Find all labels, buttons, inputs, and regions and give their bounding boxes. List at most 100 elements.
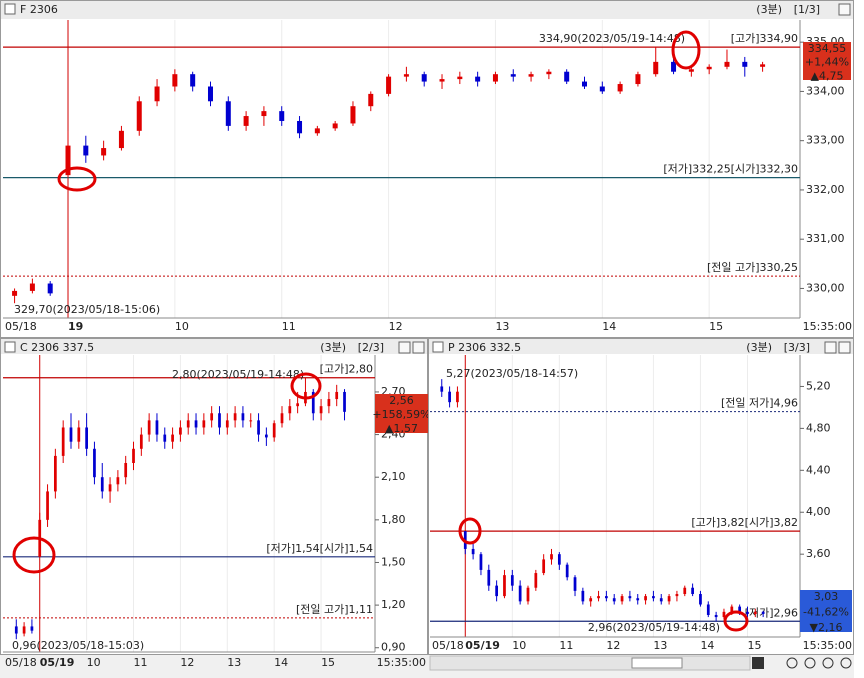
zoom-out-button[interactable] <box>804 657 816 669</box>
scroll-thumb[interactable] <box>631 657 683 669</box>
candle-body <box>147 420 151 435</box>
panel-frame <box>0 0 854 338</box>
candle-body <box>69 427 73 442</box>
candle-body <box>190 74 196 87</box>
last-change: ▲1,57 <box>385 422 418 435</box>
highlight <box>57 166 97 192</box>
candle-body <box>335 391 339 400</box>
candle-body <box>760 64 766 67</box>
candle-body <box>620 596 624 602</box>
candle-body <box>636 598 640 601</box>
candle-body <box>546 71 552 75</box>
candle-body <box>280 413 284 424</box>
x-tick-label: 15 <box>709 320 723 333</box>
panel-interval: (3분) <box>746 341 772 354</box>
candle-body <box>272 423 276 438</box>
level-label: [전일 고가]330,25 <box>707 260 798 274</box>
y-tick-label: 4,80 <box>806 421 831 434</box>
candle-body <box>65 145 71 176</box>
candle-body <box>194 420 198 428</box>
panel-title: F 2306 <box>20 3 58 16</box>
candle-body <box>297 120 303 134</box>
panel-title: C 2306 337.5 <box>20 341 94 354</box>
candle-body <box>644 596 647 601</box>
candle-body <box>14 626 18 634</box>
panel-button[interactable] <box>838 3 851 16</box>
extreme-annotation: 2,80(2023/05/19-14:48) <box>172 368 304 381</box>
x-tick-label: 11 <box>134 656 148 669</box>
y-tick-label: 334,00 <box>806 84 845 97</box>
candle-body <box>47 283 53 294</box>
extreme-annotation: 329,70(2023/05/18-15:06) <box>14 303 160 316</box>
candle-body <box>53 455 57 492</box>
candle-body <box>510 74 516 77</box>
candle-body <box>706 66 712 70</box>
candle-body <box>29 283 35 291</box>
last-change: ▲4,75 <box>811 69 844 82</box>
candle-body <box>172 74 178 87</box>
candle-body <box>136 101 142 131</box>
last-price: 334,55 <box>808 42 847 55</box>
candle-body <box>746 611 749 614</box>
x-tick-label: 13 <box>227 656 241 669</box>
candle-body <box>635 74 641 85</box>
last-price-box <box>803 42 851 80</box>
panel-checkbox[interactable] <box>4 341 16 353</box>
last-price: 2,56 <box>389 394 414 407</box>
panel-button[interactable] <box>398 341 411 354</box>
candle-body <box>100 477 104 492</box>
y-tick-label: 331,00 <box>806 232 845 245</box>
last-price-box <box>800 590 852 632</box>
panel-button[interactable] <box>838 341 851 354</box>
chart-panel: F 2306 [1/3] (3분) 05/18 19 10 11 12 13 14 15 15:35:… <box>0 0 854 338</box>
candle-body <box>101 148 107 156</box>
candle-body <box>207 86 213 102</box>
level-label: [저가]1,54[시가]1,54 <box>266 542 373 555</box>
candle-body <box>350 106 356 124</box>
candle-body <box>617 84 623 92</box>
zoom-in-button[interactable] <box>786 657 798 669</box>
scrollbar[interactable] <box>429 655 751 671</box>
x-tick-label: 12 <box>389 320 403 333</box>
level-label: [고가]2,80 <box>320 363 373 376</box>
candle-body <box>738 606 742 612</box>
candle-body <box>368 93 374 107</box>
candle-body <box>724 61 730 67</box>
candle-body <box>475 76 481 82</box>
title-bar <box>429 339 853 354</box>
candle-body <box>448 391 451 403</box>
candle-body <box>118 130 124 149</box>
candle-body <box>503 575 506 597</box>
highlights <box>12 30 749 632</box>
highlight <box>671 30 701 70</box>
candle-body <box>233 413 237 421</box>
x-tick-label: 12 <box>606 639 620 652</box>
search-button[interactable] <box>840 657 852 669</box>
candle-body <box>557 554 561 565</box>
candle-body <box>243 116 249 126</box>
title-bar <box>1 339 427 354</box>
panel-checkbox[interactable] <box>4 3 16 15</box>
zoom-button[interactable] <box>822 657 834 669</box>
candle-body <box>518 585 522 602</box>
y-tick-label: 332,00 <box>806 183 845 196</box>
panel-button[interactable] <box>824 341 837 354</box>
panel-checkbox[interactable] <box>432 341 444 353</box>
stop-button[interactable] <box>752 657 764 669</box>
candle-body <box>653 61 659 75</box>
panel-button[interactable] <box>412 341 425 354</box>
level-label: [전일 고가]1,11 <box>296 602 373 616</box>
candle-body <box>439 79 445 82</box>
highlight <box>458 517 482 545</box>
candle-body <box>659 598 663 602</box>
highlight <box>290 372 322 400</box>
candle-body <box>93 448 96 478</box>
candle-body <box>343 391 346 412</box>
candle-body <box>241 413 245 421</box>
x-tick-label: 11 <box>282 320 296 333</box>
candle-body <box>12 290 18 296</box>
candle-body <box>573 577 577 591</box>
panel-frame <box>428 338 854 655</box>
y-tick-label: 1,20 <box>381 598 406 611</box>
